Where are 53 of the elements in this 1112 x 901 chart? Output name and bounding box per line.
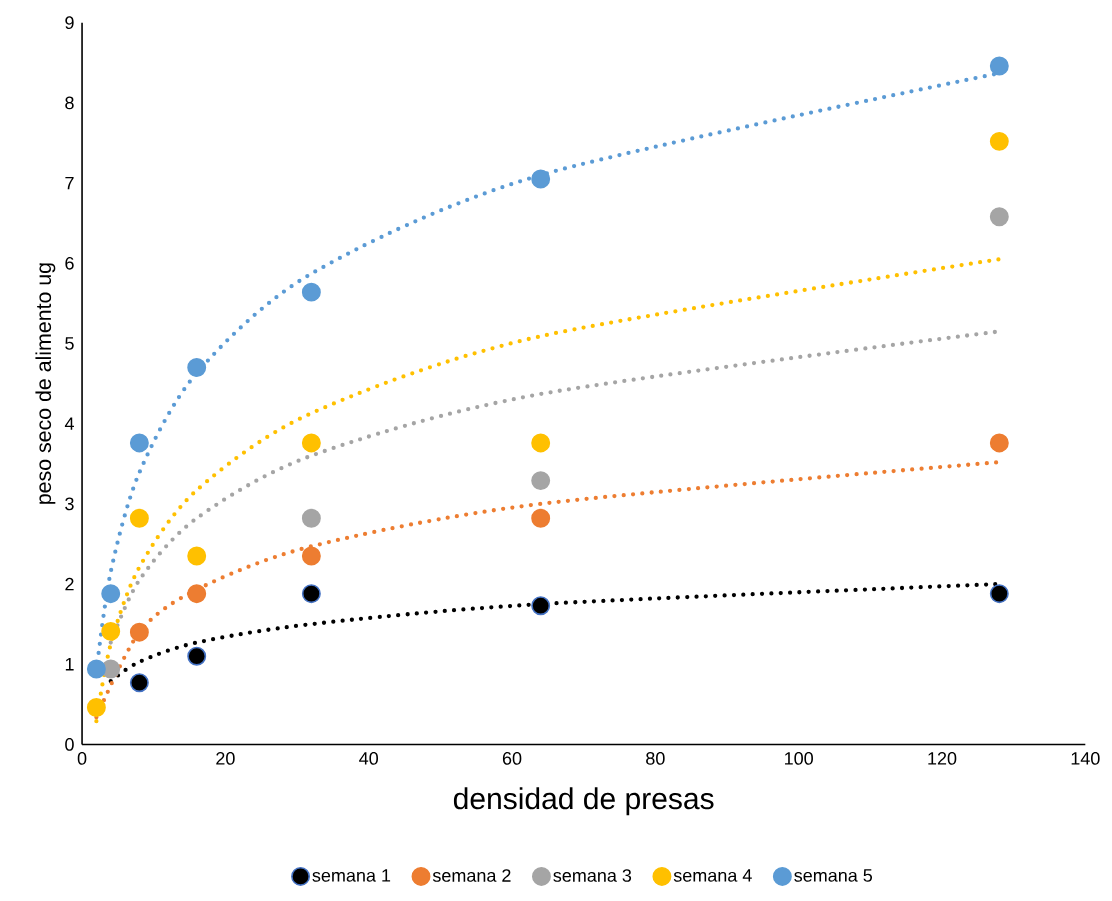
point	[101, 584, 121, 604]
point	[187, 646, 207, 666]
point	[86, 698, 106, 718]
x-tick-label: 0	[77, 752, 87, 765]
x-tick-label: 120	[928, 752, 957, 765]
x-tick-label: 100	[785, 752, 813, 765]
point	[989, 207, 1009, 227]
y-tick-label: 8	[65, 96, 74, 110]
y-tick-label: 9	[65, 16, 74, 30]
x-tick-label: 60	[502, 752, 522, 765]
point	[301, 282, 321, 302]
point	[989, 433, 1009, 453]
point	[301, 509, 321, 528]
y-tick-label: 4	[64, 417, 74, 431]
x-tick-label: 40	[359, 752, 379, 765]
x-tick-label: 20	[216, 752, 235, 765]
y-tick-label: 1	[65, 658, 74, 671]
legend-label: semana 1	[312, 869, 391, 883]
y-tick-label: 2	[65, 578, 74, 591]
point	[101, 622, 121, 642]
point	[989, 584, 1009, 604]
y-tick-label: 0	[65, 738, 74, 752]
point	[86, 659, 106, 679]
point	[129, 622, 149, 642]
point	[531, 509, 551, 528]
x-tick-label: 140	[1071, 752, 1100, 765]
point	[531, 471, 551, 491]
point	[301, 584, 321, 604]
legend-label: semana 2	[432, 869, 511, 883]
legend-label: semana 3	[553, 869, 632, 883]
point	[301, 546, 321, 566]
point	[187, 358, 207, 378]
point	[129, 509, 149, 528]
y-tick-label: 7	[65, 177, 74, 190]
point	[187, 546, 207, 566]
point	[129, 673, 149, 693]
x-axis-title: densidad de presas	[453, 787, 714, 816]
x-tick-label: 80	[646, 752, 665, 765]
point	[301, 433, 321, 453]
legend-label: semana 5	[794, 869, 873, 883]
point	[531, 433, 551, 453]
point	[187, 584, 207, 604]
point	[531, 169, 551, 189]
y-tick-label: 3	[65, 497, 74, 511]
point	[989, 56, 1009, 76]
point	[531, 596, 551, 616]
line-series	[94, 257, 1002, 724]
point	[129, 433, 149, 453]
y-axis-title: peso seco de alimento ug	[35, 263, 56, 505]
y-tick-label: 5	[65, 337, 74, 350]
y-tick-label: 6	[65, 257, 74, 270]
legend-label: semana 4	[673, 869, 752, 883]
point	[989, 132, 1009, 152]
